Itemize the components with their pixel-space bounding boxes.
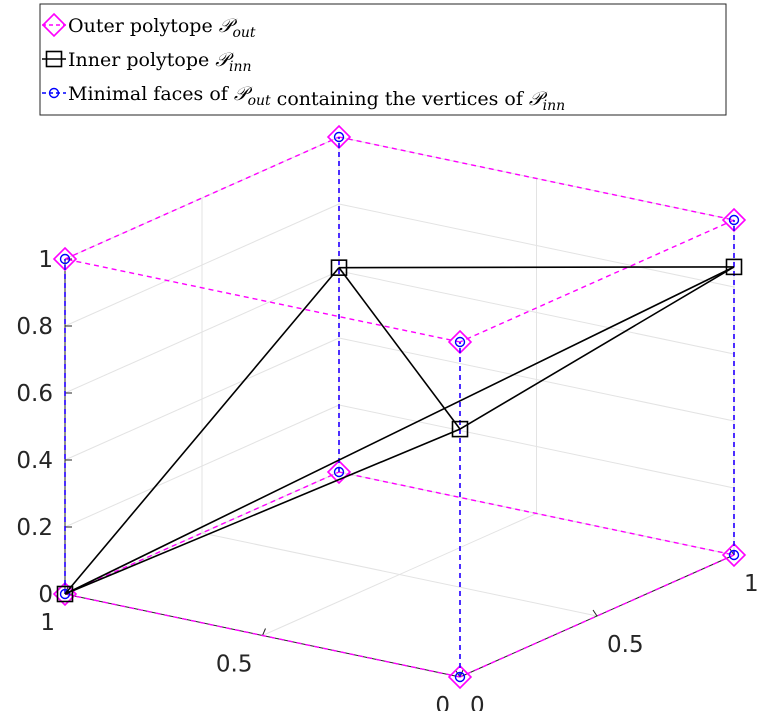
circle-marker (728, 549, 740, 561)
z-tick-label: 0.4 (16, 448, 53, 474)
outer-polytope-edge (338, 136, 735, 221)
circle-marker (59, 253, 71, 265)
circle-marker (454, 671, 466, 683)
inner-polytope-edge (338, 266, 735, 269)
outer-polytope-edge (64, 471, 340, 595)
circle-marker (333, 131, 345, 143)
circle-marker (454, 336, 466, 348)
square-marker (330, 259, 348, 276)
outer-polytope-edge (459, 219, 735, 343)
circle-marker (48, 87, 60, 99)
diamond-marker (326, 459, 352, 485)
legend-box (39, 3, 727, 116)
grid-line (201, 532, 598, 617)
outer-polytope-edge (338, 471, 735, 556)
circle-marker (333, 466, 345, 478)
axes (64, 258, 735, 678)
z-tick-label: 0.2 (16, 515, 53, 541)
y-tick-label: 0 (470, 693, 485, 711)
z-tick-label: 0 (38, 582, 53, 608)
legend-label: Outer polytope 𝒫out (68, 15, 256, 41)
diamond-marker (447, 664, 473, 690)
z-tick-label: 0.8 (16, 314, 53, 340)
circle-marker (59, 588, 71, 600)
outer-polytope-edge (64, 258, 461, 343)
inner-polytope-edge (338, 267, 461, 430)
square-marker (725, 258, 743, 276)
inner-polytope-edge (64, 428, 461, 595)
z-tick-label: 0.6 (16, 381, 53, 407)
outer-polytope-edge (64, 136, 340, 260)
x-tick-label: 1 (40, 610, 55, 636)
outer-polytope-edge (459, 554, 735, 678)
diamond-marker (41, 12, 67, 38)
x-tick (262, 628, 266, 636)
x-tick-label: 0.5 (216, 652, 253, 678)
inner-polytope-edge (64, 267, 340, 595)
series (52, 124, 747, 690)
inner-polytope-edge (64, 266, 735, 595)
inner-polytope-edge (459, 266, 735, 430)
minimal-faces-series (59, 131, 740, 683)
inner-polytope-series (56, 258, 743, 603)
square-marker (56, 585, 74, 603)
diamond-marker (721, 542, 747, 568)
outer-polytope-edge (64, 593, 461, 678)
y-tick-label: 1 (744, 571, 759, 597)
outer-polytope-series (52, 124, 747, 690)
y-tick-label: 0.5 (607, 632, 644, 658)
legend-entry: Outer polytope 𝒫out (41, 12, 256, 41)
x-tick-label: 0 (435, 693, 450, 711)
y-tick (592, 609, 598, 617)
square-marker (451, 420, 469, 438)
circle-marker (728, 214, 740, 226)
grid (64, 136, 735, 678)
square-marker (45, 50, 63, 68)
z-tick-label: 1 (38, 247, 53, 273)
